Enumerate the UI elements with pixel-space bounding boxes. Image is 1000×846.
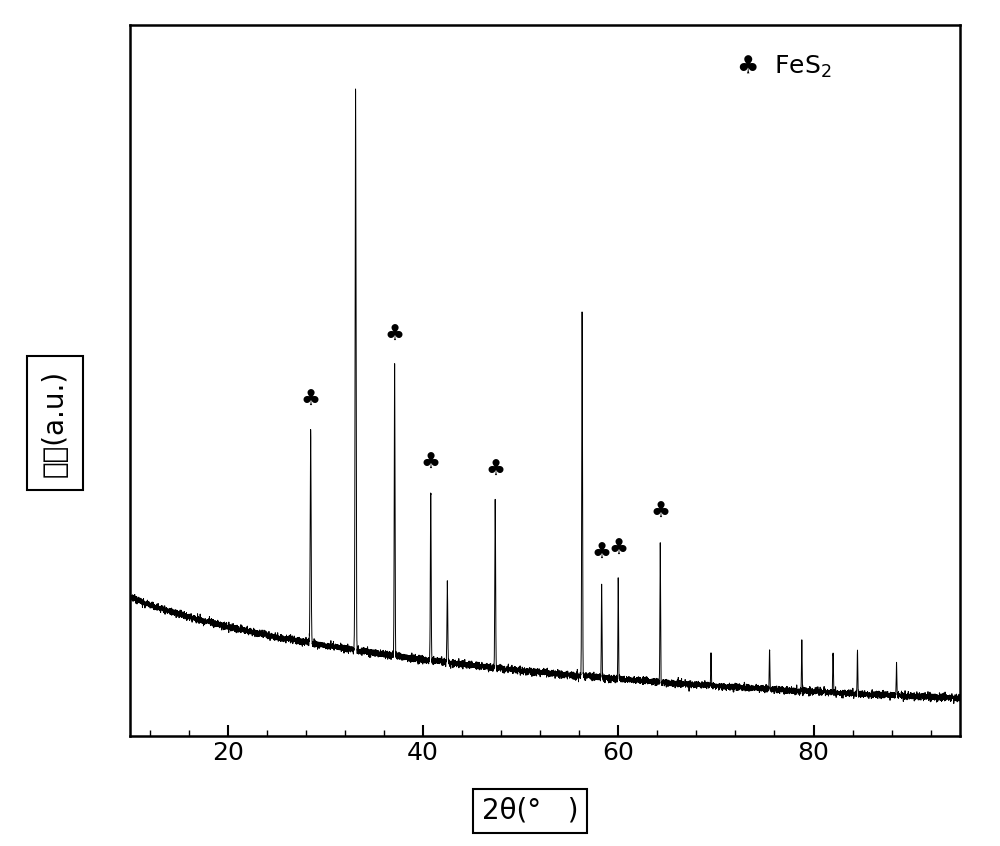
- Text: ♣: ♣: [485, 460, 505, 481]
- Text: ♣: ♣: [385, 324, 405, 344]
- Text: ♣: ♣: [592, 542, 612, 563]
- Text: ♣  FeS$_2$: ♣ FeS$_2$: [736, 54, 831, 80]
- Text: ♣: ♣: [421, 453, 441, 473]
- Text: 2θ(°   ): 2θ(° ): [482, 797, 578, 825]
- Text: ♣: ♣: [608, 539, 628, 558]
- Text: 强度(a.u.): 强度(a.u.): [41, 370, 69, 476]
- Text: ♣: ♣: [650, 503, 670, 522]
- Text: ♣: ♣: [301, 390, 321, 409]
